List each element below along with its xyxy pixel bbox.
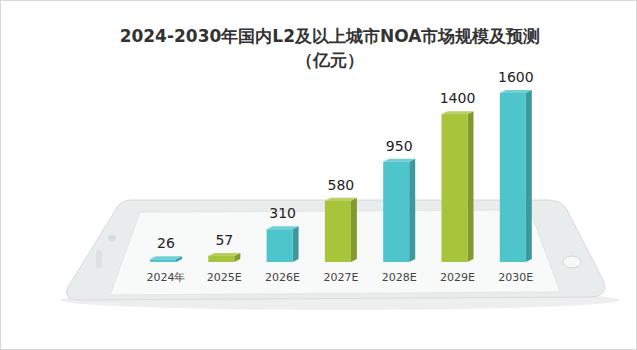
- bar-top: [150, 256, 182, 259]
- bar-group: [150, 256, 182, 262]
- bar-top: [325, 198, 357, 201]
- x-tick-label: 2030E: [498, 271, 533, 284]
- bar: [442, 114, 468, 262]
- bar-side: [293, 226, 299, 262]
- bar: [325, 201, 351, 262]
- bar-group: [325, 198, 357, 262]
- phone-button: [563, 256, 581, 268]
- data-label: 57: [215, 232, 233, 248]
- bar-top: [208, 253, 240, 256]
- phone-speaker: [96, 250, 102, 268]
- bar: [267, 229, 293, 262]
- data-label: 1400: [440, 90, 476, 106]
- bar: [500, 93, 526, 262]
- phone-decoration: [60, 200, 620, 310]
- bar-side: [468, 111, 474, 262]
- x-tick-label: 2026E: [265, 271, 300, 284]
- data-label: 26: [157, 235, 175, 251]
- data-label: 950: [386, 138, 413, 154]
- bar-top: [500, 90, 532, 93]
- x-tick-label: 2024年: [147, 271, 186, 284]
- x-tick-label: 2029E: [440, 271, 475, 284]
- labels: 26 2024年 57 2025E 310 2026E 580 2027E 950 2028E 14…: [147, 69, 534, 284]
- bar: [383, 162, 409, 262]
- bar-group: [208, 253, 240, 262]
- data-label: 310: [269, 205, 296, 221]
- subtitle: （亿元）: [296, 50, 364, 70]
- phone-camera: [108, 235, 116, 241]
- bar-top: [383, 159, 415, 162]
- bar-side: [409, 159, 415, 262]
- bar: [208, 256, 234, 262]
- x-tick-label: 2027E: [323, 271, 358, 284]
- x-tick-label: 2028E: [382, 271, 417, 284]
- data-label: 580: [328, 177, 355, 193]
- bar-side: [526, 90, 532, 262]
- bar-group: [383, 159, 415, 262]
- bar-group: [500, 90, 532, 262]
- bars: [150, 90, 532, 262]
- chart-svg: 2024-2030年国内L2及以上城市NOA市场规模及预测 （亿元） 26 2024年…: [0, 0, 637, 350]
- bar-group: [267, 226, 299, 262]
- bar-top: [442, 111, 474, 114]
- data-label: 1600: [498, 69, 534, 85]
- title: 2024-2030年国内L2及以上城市NOA市场规模及预测: [120, 26, 541, 46]
- bar-top: [267, 226, 299, 229]
- x-tick-label: 2025E: [207, 271, 242, 284]
- bar: [150, 259, 176, 262]
- chart-root: 2024-2030年国内L2及以上城市NOA市场规模及预测 （亿元） 26 2024年…: [0, 0, 637, 350]
- bar-side: [351, 198, 357, 262]
- bar-group: [442, 111, 474, 262]
- frame: [1, 1, 637, 350]
